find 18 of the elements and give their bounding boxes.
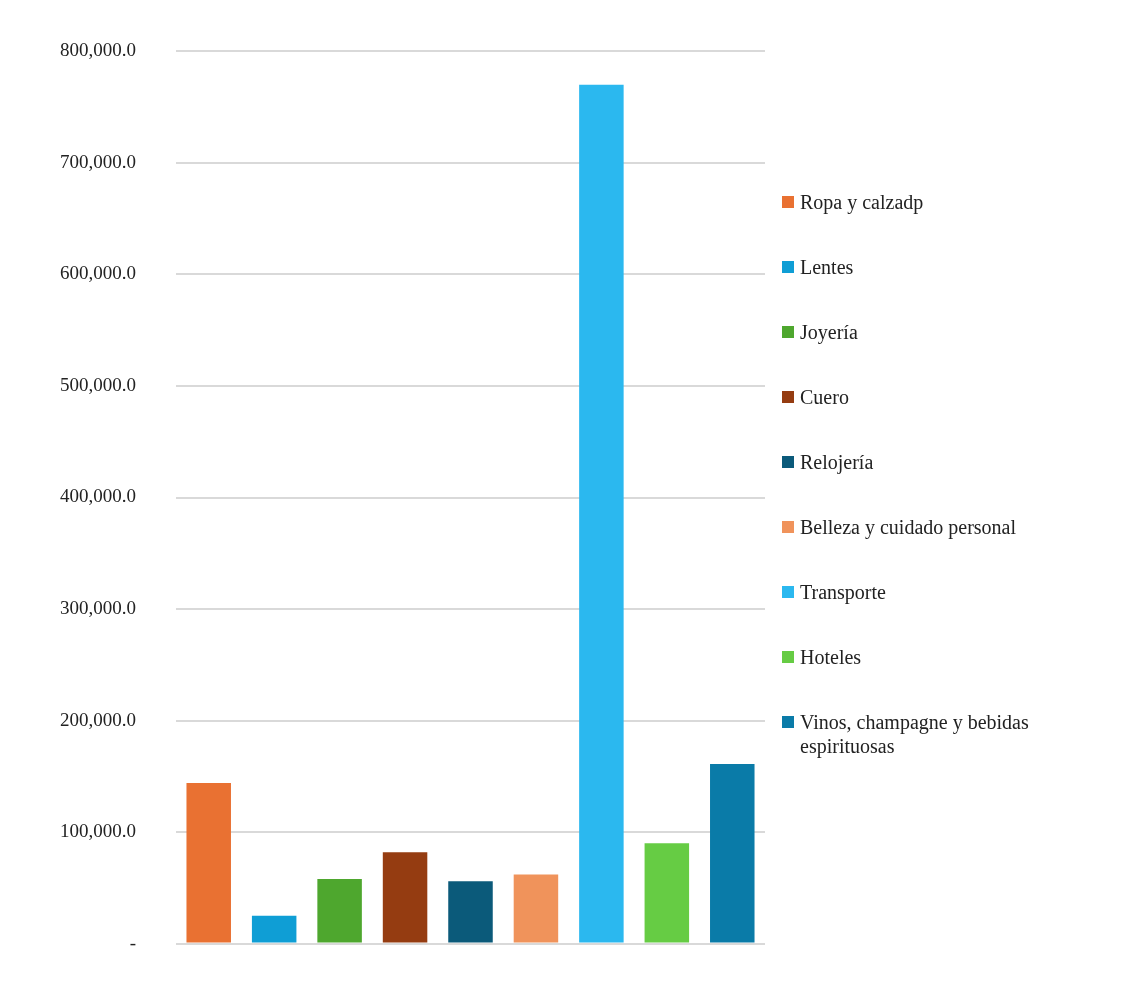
y-tick-label: 700,000.0 xyxy=(60,150,136,172)
legend-label: Ropa y calzadp xyxy=(800,190,924,214)
legend-label: Lentes xyxy=(800,255,854,279)
y-tick-label: 500,000.0 xyxy=(60,373,136,395)
y-tick-label: - xyxy=(129,931,136,953)
y-tick-label: 300,000.0 xyxy=(60,597,136,619)
legend-label: Hoteles xyxy=(800,645,862,669)
legend-label: Relojería xyxy=(800,450,874,474)
y-tick-label: 400,000.0 xyxy=(60,485,136,507)
legend-label: Vinos, champagne y bebidas espirituosas xyxy=(800,710,1030,758)
y-tick-label: 800,000.0 xyxy=(60,39,136,61)
legend-label: Transporte xyxy=(800,580,886,604)
y-tick-label: 100,000.0 xyxy=(60,820,136,842)
y-tick-label: 200,000.0 xyxy=(60,708,136,730)
legend-label: Belleza y cuidado personal xyxy=(800,515,1017,539)
y-tick-label: 600,000.0 xyxy=(60,262,136,284)
legend-label: Joyería xyxy=(800,320,858,344)
legend-label: Cuero xyxy=(800,385,849,409)
